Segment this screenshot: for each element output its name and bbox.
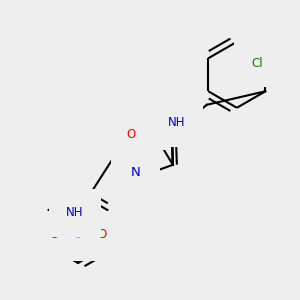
Text: NH: NH	[66, 206, 84, 220]
Text: O: O	[98, 229, 106, 242]
Text: O: O	[126, 128, 136, 141]
Text: S: S	[138, 117, 146, 130]
Text: O: O	[74, 208, 82, 221]
Text: O: O	[50, 229, 58, 242]
Text: Cl: Cl	[252, 57, 263, 70]
Text: NH: NH	[168, 116, 186, 129]
Text: S: S	[74, 229, 82, 242]
Text: N: N	[131, 166, 141, 179]
